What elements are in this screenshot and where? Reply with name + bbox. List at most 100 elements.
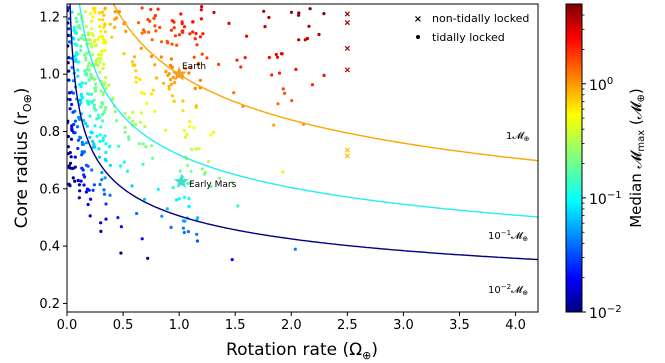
scatter-point	[97, 116, 101, 120]
scatter-point	[88, 114, 92, 118]
scatter-point	[99, 221, 103, 225]
scatter-point	[236, 204, 240, 208]
scatter-point	[124, 29, 128, 33]
scatter-point	[93, 145, 97, 149]
scatter-point	[297, 38, 301, 42]
scatter-point	[137, 142, 141, 146]
scatter-point	[274, 52, 278, 57]
scatter-point	[143, 125, 147, 129]
scatter-point	[103, 22, 107, 26]
scatter-point	[93, 124, 97, 128]
scatter-point	[165, 207, 169, 211]
scatter-point	[290, 99, 294, 103]
scatter-point	[149, 92, 154, 96]
scatter-point	[67, 145, 70, 149]
colorbar	[565, 3, 583, 313]
scatter-point	[104, 150, 108, 155]
scatter-point	[79, 36, 83, 40]
scatter-point	[72, 122, 76, 127]
scatter-point	[130, 60, 134, 64]
scatter-point	[113, 10, 117, 14]
scatter-point	[188, 120, 192, 124]
scatter-point	[153, 63, 157, 67]
x-marker	[344, 19, 350, 26]
scatter-point	[76, 178, 80, 183]
y-tick-label: 0.4	[39, 240, 60, 255]
scatter-point	[103, 108, 107, 112]
scatter-point	[89, 42, 94, 46]
scatter-point	[125, 169, 130, 173]
scatter-point	[317, 32, 321, 37]
scatter-point	[154, 76, 159, 80]
scatter-point	[101, 119, 105, 123]
x-marker	[344, 67, 350, 73]
scatter-point	[173, 34, 178, 38]
scatter-point	[160, 214, 164, 218]
y-axis-ticks: 0.2 0.4 0.6 0.8 1.0 1.2	[39, 10, 67, 312]
curve-label-1: 1𝓜⊕	[506, 131, 529, 143]
scatter-point	[187, 71, 191, 75]
scatter-point	[170, 94, 174, 98]
scatter-point	[139, 111, 143, 115]
scatter-point	[263, 25, 267, 29]
scatter-point	[67, 91, 72, 95]
scatter-point	[95, 117, 99, 121]
scatter-point	[293, 247, 297, 251]
scatter-point	[150, 144, 154, 148]
colorbar-tick-label: 10−2	[589, 304, 622, 322]
scatter-point	[101, 112, 105, 117]
scatter-point	[211, 130, 215, 134]
scatter-point	[297, 11, 301, 15]
scatter-point	[135, 211, 139, 216]
scatter-point	[70, 128, 74, 132]
scatter-point	[79, 48, 83, 53]
scatter-point	[182, 195, 187, 199]
x-tick-label: 3.0	[393, 318, 414, 333]
scatter-point	[178, 169, 182, 173]
y-tick-label: 0.6	[39, 182, 60, 197]
scatter-point	[93, 38, 97, 42]
legend-marker-x: ×	[414, 14, 422, 25]
scatter-point	[209, 184, 213, 188]
x-tick-label: 2.5	[337, 318, 358, 333]
scatter-point	[80, 153, 84, 157]
scatter-point	[158, 25, 162, 30]
scatter-point	[75, 125, 80, 129]
scatter-point	[104, 202, 108, 206]
scatter-point	[141, 162, 145, 166]
scatter-point	[169, 225, 173, 229]
scatter-point	[195, 232, 199, 236]
scatter-point	[71, 79, 75, 83]
scatter-point	[169, 57, 173, 61]
y-tick-label: 1.0	[39, 68, 60, 83]
scatter-point	[84, 141, 89, 145]
scatter-point	[205, 56, 209, 60]
scatter-point	[101, 18, 105, 22]
scatter-point	[79, 92, 84, 96]
scatter-point	[67, 6, 71, 10]
scatter-point	[83, 69, 87, 73]
scatter-point	[104, 217, 108, 221]
scatter-point	[119, 164, 123, 168]
scatter-point	[99, 89, 103, 93]
scatter-point	[170, 19, 174, 23]
scatter-point	[137, 21, 141, 25]
scatter-point	[69, 155, 73, 159]
early-mars-label: Early Mars	[189, 180, 237, 190]
x-tick-label: 1.5	[225, 318, 246, 333]
scatter-point	[140, 90, 144, 94]
scatter-point	[144, 145, 148, 149]
scatter-point	[170, 42, 174, 46]
star-marker	[171, 66, 187, 81]
scatter-point	[272, 123, 276, 127]
scatter-point	[95, 134, 99, 138]
scatter-point	[103, 30, 108, 34]
scatter-point	[67, 21, 70, 25]
scatter-point	[186, 182, 190, 186]
scatter-point	[182, 128, 186, 132]
scatter-point	[99, 125, 103, 129]
scatter-point	[108, 22, 112, 26]
scatter-point	[152, 16, 156, 20]
scatter-point	[103, 157, 107, 161]
scatter-point	[98, 139, 102, 143]
